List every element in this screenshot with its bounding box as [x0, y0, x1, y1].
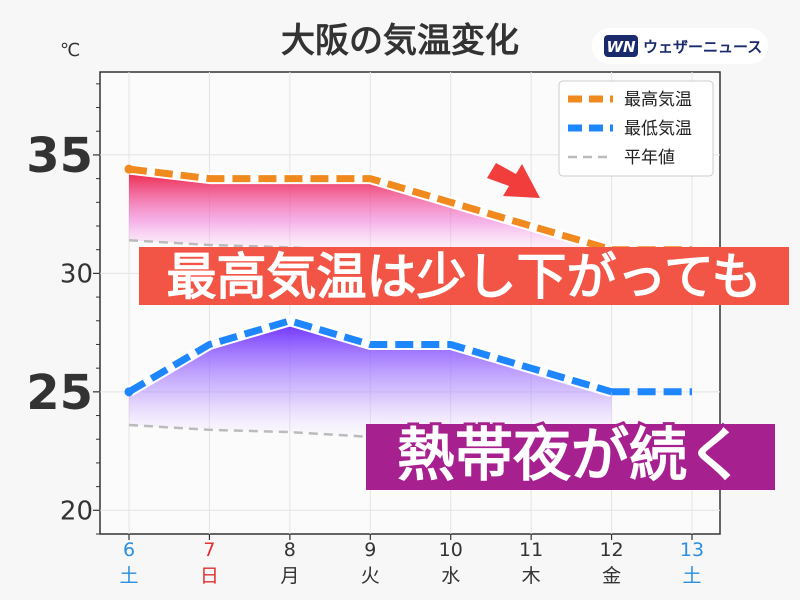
- trend-arrow-shape: [487, 163, 540, 198]
- legend-box: [558, 80, 714, 177]
- x-tick-label-day: 9: [364, 539, 376, 561]
- logo-text: ウェザーニュース: [643, 38, 762, 56]
- y-tick-label: 25: [26, 365, 93, 421]
- banner-top-text: 最高気温は少し下がっても: [167, 248, 762, 306]
- area-fills: [129, 169, 612, 449]
- x-axis: 6 土 7 日 8 月 9 火 10 水 11 木 12 金 13 土: [119, 534, 704, 587]
- x-tick-label-weekday: 金: [602, 565, 621, 587]
- legend-label-max: 最高気温: [624, 90, 692, 110]
- x-tick-label-day: 11: [519, 539, 543, 561]
- x-tick-label-weekday: 日: [200, 565, 219, 587]
- y-tick-label: 35: [26, 128, 93, 184]
- trend-arrow-icon: [487, 163, 540, 198]
- series-line-min: [127, 317, 613, 396]
- x-tick-label-weekday: 月: [280, 565, 299, 587]
- banner-top: 最高気温は少し下がっても: [139, 245, 789, 309]
- unit-label: ℃: [60, 40, 80, 61]
- x-tick-label-weekday: 火: [361, 565, 380, 587]
- logo-mark-bg: [604, 35, 638, 57]
- x-tick-label-weekday: 土: [682, 565, 701, 587]
- logo: WN ウェザーニュース: [592, 28, 768, 64]
- series-point-min: [124, 387, 134, 397]
- x-tick-label-weekday: 土: [119, 565, 138, 587]
- series-point-max: [124, 164, 134, 174]
- banner-bottom-bg: [366, 424, 775, 490]
- banner-top-bg: [139, 247, 789, 305]
- y-tick-label: 20: [60, 496, 93, 526]
- chart-title: 大阪の気温変化: [281, 21, 519, 61]
- banner-bottom: 熱帯夜が続く: [366, 418, 775, 492]
- series-line-max: [128, 165, 613, 254]
- x-tick-label-day: 8: [284, 539, 296, 561]
- y-axis: 20 25 30 35: [26, 83, 100, 535]
- logo-mark: WN: [606, 38, 636, 56]
- x-tick-label-day: 6: [123, 539, 135, 561]
- legend: 最高気温 最低気温 平年値: [558, 80, 714, 177]
- legend-label-avg: 平年値: [624, 148, 675, 168]
- x-tick-label-day: 7: [203, 539, 215, 561]
- x-tick-label-day: 12: [599, 539, 623, 561]
- banner-bottom-text: 熱帯夜が続く: [397, 421, 745, 489]
- x-tick-label-day: 13: [680, 539, 704, 561]
- y-tick-label: 30: [60, 259, 93, 289]
- area-max: [129, 169, 612, 267]
- x-tick-label-day: 10: [439, 539, 463, 561]
- x-tick-label-weekday: 水: [441, 565, 460, 587]
- legend-label-min: 最低気温: [624, 119, 692, 139]
- x-tick-label-weekday: 木: [522, 565, 541, 587]
- area-min: [129, 320, 612, 449]
